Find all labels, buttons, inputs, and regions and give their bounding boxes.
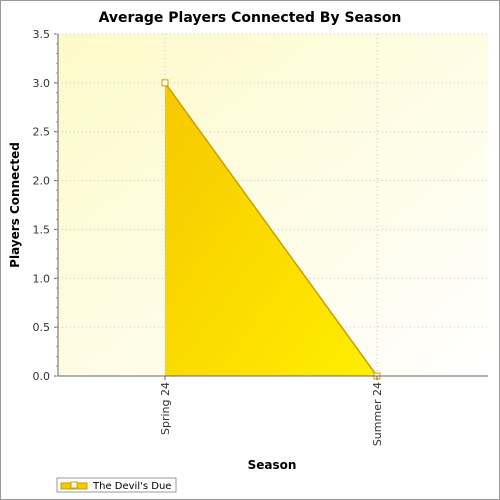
y-axis-title: Players Connected — [8, 142, 22, 268]
x-tick-label: Spring 24 — [159, 382, 172, 435]
y-tick-label: 3.0 — [33, 77, 51, 90]
y-tick-label: 3.5 — [33, 28, 51, 41]
chart-title: Average Players Connected By Season — [99, 10, 402, 26]
x-tick-label: Summer 24 — [371, 382, 384, 446]
y-tick-label: 0.5 — [33, 321, 51, 334]
series-line — [164, 82, 378, 377]
y-tick-label: 2.0 — [33, 175, 51, 188]
legend-marker — [70, 481, 78, 489]
legend: The Devil's Due — [56, 477, 177, 493]
y-tick-label: 1.0 — [33, 272, 51, 285]
x-axis-ticks: Spring 24 Summer 24 — [159, 376, 384, 446]
legend-label: The Devil's Due — [92, 481, 171, 492]
x-axis-title: Season — [248, 458, 297, 472]
data-point — [161, 79, 169, 87]
y-axis-ticks: 0.0 0.5 1.0 1.5 2.0 2.5 3.0 3.5 — [33, 28, 58, 383]
y-tick-label: 2.5 — [33, 126, 51, 139]
y-tick-label: 0.0 — [33, 370, 51, 383]
y-tick-label: 1.5 — [33, 223, 51, 236]
